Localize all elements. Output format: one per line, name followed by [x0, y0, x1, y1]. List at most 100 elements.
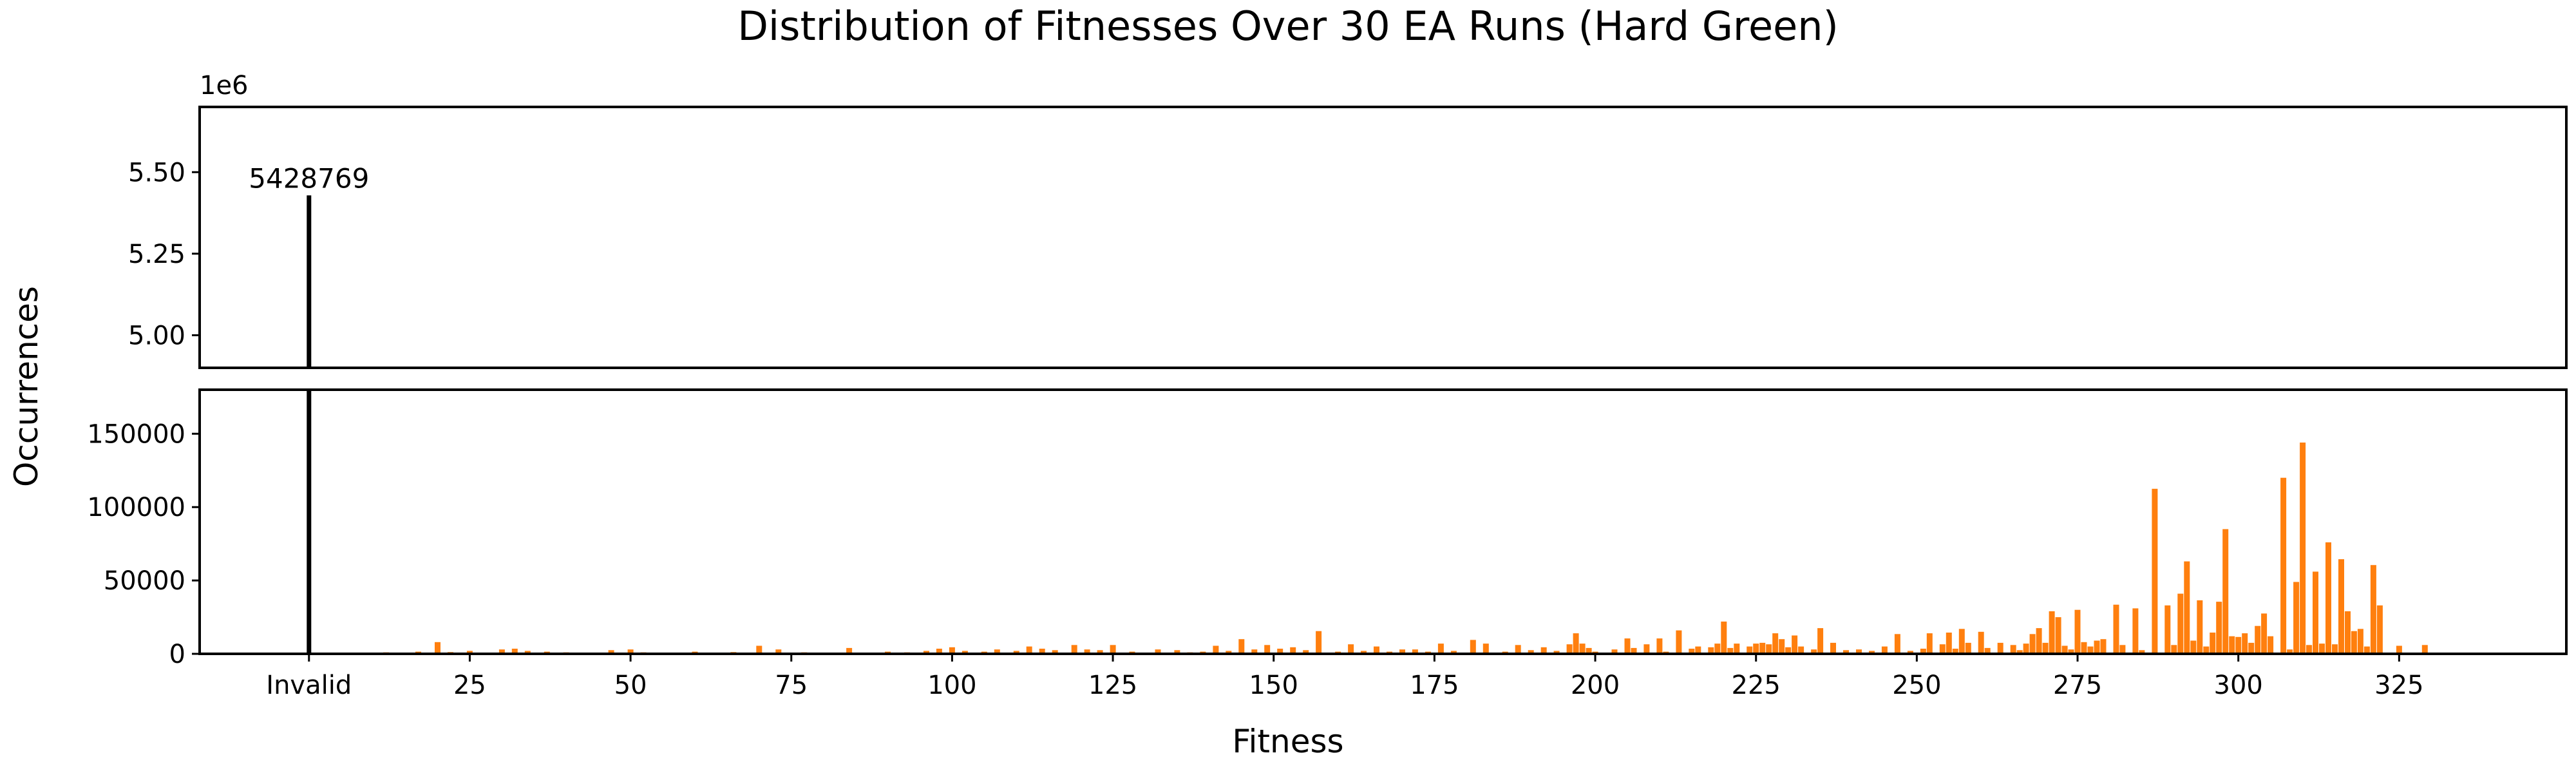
fitness-bar — [1714, 644, 1721, 654]
fitness-bar — [2190, 640, 2197, 654]
fitness-bar — [2132, 608, 2139, 654]
fitness-bar — [1348, 644, 1354, 654]
fitness-bar — [1470, 640, 1476, 654]
upper-y-tick-label: 5.00 — [128, 321, 185, 350]
fitness-bar — [936, 649, 942, 654]
lower-y-tick-label: 0 — [169, 640, 185, 669]
invalid-bar-annotation: 5428769 — [249, 162, 369, 194]
fitness-bar — [2197, 600, 2203, 654]
x-tick-label: 125 — [1088, 671, 1137, 700]
fitness-bar — [1586, 647, 1592, 654]
fitness-bar — [1290, 647, 1296, 654]
fitness-bar — [435, 642, 440, 654]
fitness-bar — [1830, 642, 1836, 654]
fitness-bar — [923, 651, 929, 654]
fitness-bar — [1785, 647, 1792, 654]
upper-y-tick-label: 5.25 — [128, 240, 185, 269]
x-tick-label: 275 — [2053, 671, 2102, 700]
fitness-bar — [2363, 646, 2370, 654]
fitness-bar — [2351, 631, 2357, 654]
fitness-bar — [1727, 647, 1734, 654]
fitness-bar — [1213, 645, 1219, 654]
fitness-bar — [775, 649, 782, 654]
fitness-bar — [1721, 621, 1727, 654]
fitness-bar — [1881, 646, 1888, 654]
x-tick-label: 50 — [614, 671, 647, 700]
fitness-bar — [1676, 630, 1682, 654]
fitness-bar — [1695, 646, 1701, 654]
fitness-bar — [1894, 634, 1900, 654]
fitness-bar — [2248, 642, 2255, 654]
chart-title: Distribution of Fitnesses Over 30 EA Run… — [737, 3, 1839, 50]
fitness-bar — [1984, 647, 1991, 654]
fitness-bar — [1553, 651, 1560, 654]
fitness-bar — [2325, 542, 2331, 654]
fitness-bar — [1907, 651, 1913, 654]
fitness-bar — [1540, 647, 1547, 654]
fitness-bar — [2332, 644, 2338, 654]
fitness-bar — [1579, 644, 1586, 654]
fitness-bar — [1528, 650, 1534, 654]
lower-y-axis: 0 50000 100000 150000 — [87, 419, 200, 669]
upper-offset-label: 1e6 — [200, 71, 249, 100]
upper-plot-frame — [198, 106, 2568, 369]
fitness-bar — [1566, 644, 1573, 654]
x-tick-label: 75 — [775, 671, 808, 700]
fitness-bar — [1277, 649, 1283, 654]
fitness-bar — [2255, 625, 2261, 654]
fitness-bar — [524, 651, 531, 654]
fitness-bar — [1798, 646, 1804, 654]
lower-y-tick-label: 50000 — [104, 566, 185, 596]
fitness-bar — [1643, 644, 1650, 654]
fitness-bar — [1437, 644, 1444, 654]
fitness-bar — [2242, 633, 2248, 654]
x-tick-label: 175 — [1410, 671, 1459, 700]
fitness-bar — [846, 647, 853, 654]
fitness-bar — [1399, 649, 1405, 654]
fitness-bar — [1920, 649, 1926, 654]
fitness-bar — [2300, 443, 2306, 654]
fitness-bar — [1155, 649, 1161, 654]
fitness-bar — [1779, 639, 1785, 654]
fitness-bar — [2306, 645, 2312, 654]
fitness-bar — [2042, 642, 2049, 654]
fitness-bar — [1361, 651, 1367, 654]
fitness-bar — [2261, 613, 2268, 654]
fitness-bar — [1708, 647, 1714, 654]
fitness-bar — [1978, 631, 1984, 654]
fitness-bar — [2100, 639, 2107, 654]
fitness-bar — [2421, 645, 2428, 654]
invalid-bar-lower — [307, 390, 312, 654]
fitness-bar — [756, 645, 762, 654]
x-axis: Invalid 25 50 75 100 125 150 175 200 225 250 275 300… — [266, 654, 2424, 700]
fitness-bar — [961, 651, 968, 654]
fitness-bar — [2055, 617, 2061, 654]
fitness-bar — [1264, 645, 1271, 654]
fitness-bar — [2139, 650, 2145, 654]
fitness-bar — [2203, 646, 2210, 654]
fitness-bar — [1965, 642, 1971, 654]
fitness-bar — [1946, 633, 1952, 654]
x-tick-label: 150 — [1249, 671, 1298, 700]
fitness-bar — [1772, 633, 1779, 654]
upper-bars — [307, 195, 312, 368]
fitness-bar — [2061, 645, 2068, 654]
fitness-bar — [1110, 645, 1116, 654]
fitness-bar — [1689, 649, 1695, 654]
fitness-bar — [2222, 529, 2229, 654]
fitness-bar — [1747, 646, 1753, 654]
fitness-bar — [1869, 651, 1875, 654]
fitness-bar — [2113, 604, 2119, 654]
fitness-bar — [2357, 629, 2363, 654]
fitness-bar — [2338, 559, 2344, 654]
fitness-bar — [2177, 593, 2184, 654]
fitness-bar — [994, 649, 1000, 654]
fitness-bar — [2229, 636, 2235, 654]
fitness-bar — [2376, 605, 2383, 654]
fitness-bar — [2280, 477, 2287, 654]
fitness-bar — [627, 649, 634, 654]
fitness-bar — [949, 647, 955, 654]
fitness-bar — [1039, 649, 1045, 654]
fitness-bar — [1097, 650, 1103, 654]
fitness-bar — [1759, 642, 1766, 654]
